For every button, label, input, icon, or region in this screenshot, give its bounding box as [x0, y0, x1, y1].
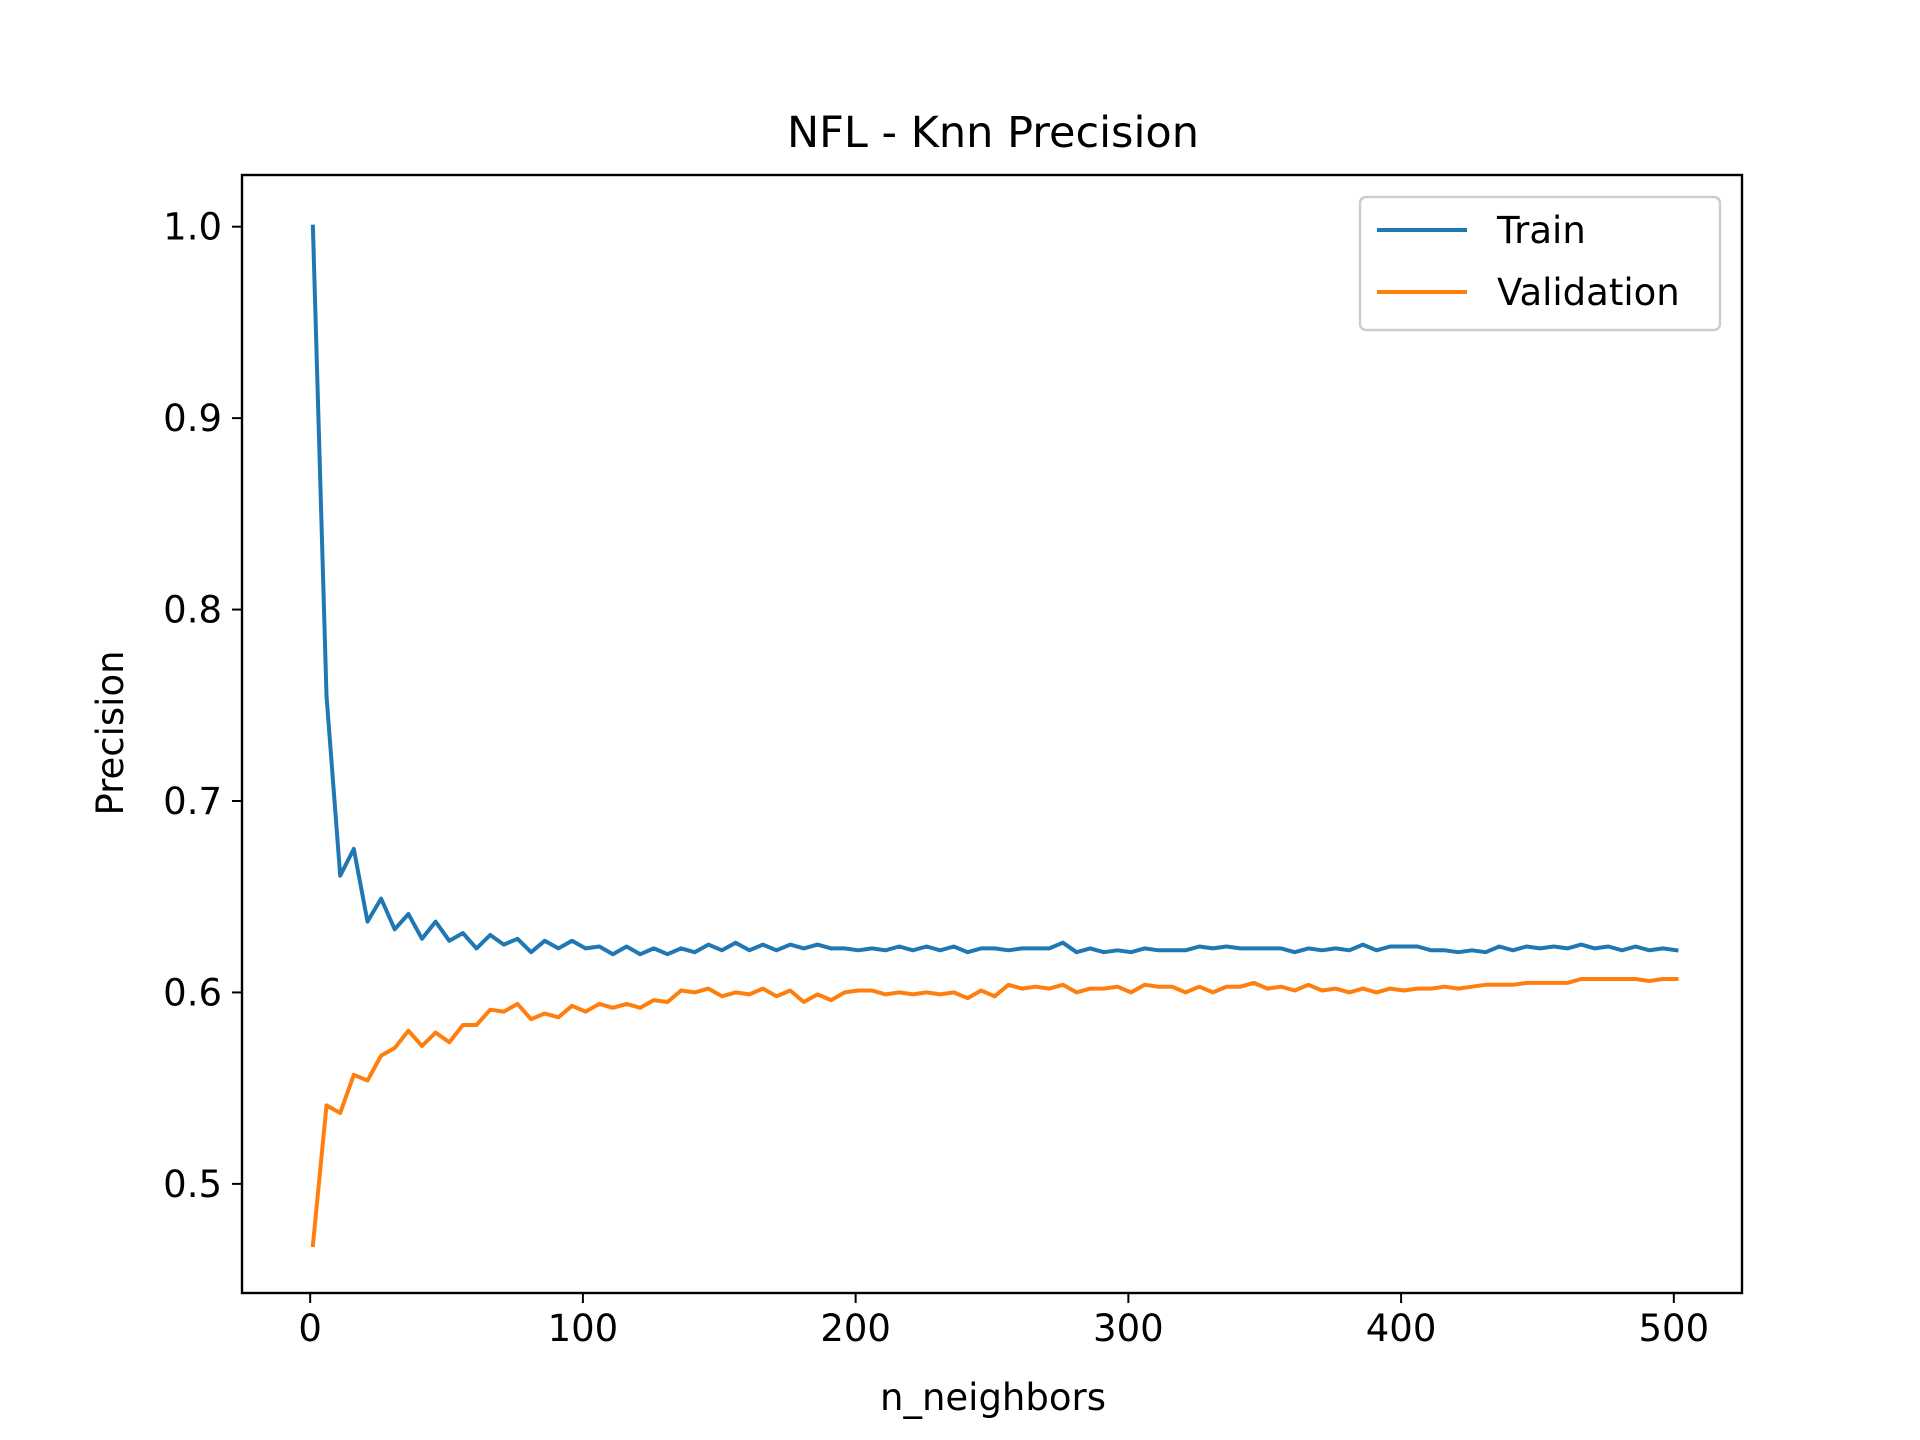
legend-label-train: Train [1496, 209, 1586, 252]
x-tick-label: 200 [820, 1307, 891, 1350]
series-layer [310, 224, 1679, 1248]
y-tick-label: 0.6 [163, 971, 222, 1014]
x-tick-label: 0 [298, 1307, 322, 1350]
x-tick-label: 100 [548, 1307, 619, 1350]
x-tick-label: 300 [1093, 1307, 1164, 1350]
x-axis: 0 100 200 300 400 500 [298, 1293, 1709, 1350]
y-tick-label: 0.7 [163, 780, 222, 823]
y-tick-label: 0.5 [163, 1163, 222, 1206]
y-axis: 0.5 0.6 0.7 0.8 0.9 1.0 [163, 206, 242, 1206]
x-axis-label: n_neighbors [880, 1376, 1106, 1419]
y-tick-label: 0.8 [163, 589, 222, 632]
y-axis-label: Precision [89, 650, 132, 815]
chart-title: NFL - Knn Precision [787, 108, 1199, 158]
x-tick-label: 500 [1639, 1307, 1710, 1350]
legend-label-validation: Validation [1497, 271, 1680, 314]
series-line-validation [310, 977, 1679, 1248]
series-line-train [310, 224, 1679, 957]
plot-area-frame [240, 173, 1744, 1295]
y-tick-label: 1.0 [163, 206, 222, 249]
legend: Train Validation [1358, 195, 1722, 332]
y-tick-label: 0.9 [163, 397, 222, 440]
x-tick-label: 400 [1366, 1307, 1437, 1350]
